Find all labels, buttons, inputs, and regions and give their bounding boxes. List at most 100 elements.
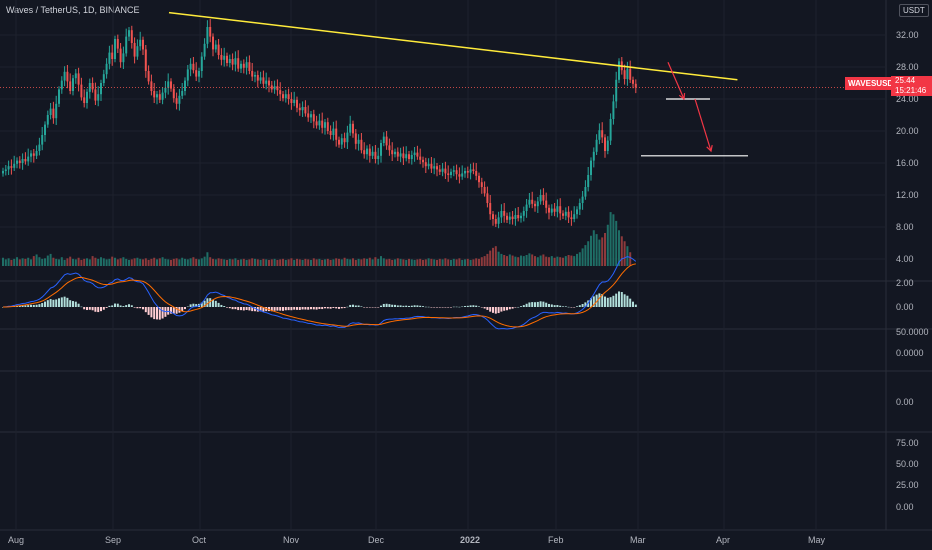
macd-histogram-bar: [32, 304, 35, 307]
candle: [161, 87, 164, 105]
volume-bar: [7, 258, 10, 266]
candle-body: [573, 214, 576, 219]
macd-histogram-bar: [52, 299, 55, 307]
candle-body: [494, 219, 497, 224]
price-tick-label: 12.00: [896, 190, 919, 200]
candle: [66, 65, 69, 89]
candle-body: [119, 48, 122, 63]
volume-bar: [287, 259, 290, 266]
volume-bar: [240, 259, 242, 266]
macd-histogram-bar: [433, 307, 436, 308]
candle: [318, 113, 321, 130]
volume-bar: [430, 258, 433, 266]
volume-bar: [265, 259, 268, 266]
candle-body: [634, 83, 637, 88]
candle: [464, 167, 466, 178]
candle: [315, 115, 318, 129]
macd-histogram-bar: [30, 304, 32, 307]
macd-histogram-bar: [517, 306, 520, 308]
candle-body: [4, 169, 7, 171]
candle-body: [363, 150, 366, 155]
candle: [500, 204, 503, 223]
candle-body: [559, 206, 562, 214]
volume-bar: [282, 258, 284, 266]
candle-body: [562, 213, 564, 216]
candle-body: [542, 195, 545, 201]
volume-bar: [32, 256, 35, 266]
candle: [212, 33, 214, 57]
candle-body: [424, 162, 427, 167]
volume-bar: [217, 258, 220, 266]
candle: [427, 158, 430, 170]
volume-bar: [581, 248, 584, 266]
macd-histogram-bar: [570, 307, 573, 308]
volume-bar: [94, 257, 97, 266]
candle: [2, 167, 4, 177]
candle-body: [245, 62, 248, 68]
candle-body: [576, 209, 578, 215]
volume-bar: [100, 257, 102, 266]
candle-body: [175, 98, 178, 104]
candle-body: [49, 108, 52, 115]
candle: [312, 109, 315, 129]
currency-unit-button[interactable]: USDT: [899, 4, 929, 17]
volume-bar: [447, 259, 450, 266]
volume-bar: [195, 258, 198, 266]
macd-histogram-bar: [324, 307, 326, 309]
volume-bar: [464, 259, 466, 266]
candle: [30, 150, 32, 163]
candle: [228, 54, 231, 68]
candle-body: [130, 30, 133, 43]
macd-histogram-bar: [483, 307, 486, 309]
candle-body: [217, 44, 220, 55]
macd-histogram-bar: [559, 305, 562, 307]
macd-histogram-bar: [430, 307, 433, 308]
candle-body: [276, 86, 279, 91]
macd-histogram-bar: [360, 306, 363, 307]
volume-bar: [618, 230, 620, 266]
candle-body: [366, 148, 368, 155]
volume-bar: [273, 258, 276, 266]
candle: [170, 78, 172, 92]
candle: [343, 132, 346, 148]
candle-body: [553, 208, 556, 212]
candle: [394, 148, 396, 158]
candle-body: [13, 163, 16, 168]
volume-bar: [116, 259, 119, 266]
macd-histogram-bar: [276, 307, 279, 311]
volume-bar: [497, 251, 500, 266]
candle-body: [256, 75, 259, 81]
macd-histogram-bar: [522, 305, 525, 307]
candle-body: [520, 215, 522, 219]
volume-bar: [324, 259, 326, 266]
macd-histogram-bar: [242, 307, 245, 311]
candle-body: [234, 58, 237, 65]
candle: [116, 34, 119, 53]
volume-bar: [284, 259, 287, 266]
macd-histogram-bar: [629, 298, 632, 307]
volume-bar: [492, 247, 494, 266]
candle-body: [133, 43, 136, 57]
candle-body: [570, 217, 573, 219]
macd-histogram-bar: [310, 307, 312, 310]
candle: [587, 167, 590, 192]
candle-body: [77, 73, 80, 85]
candle-body: [167, 81, 170, 88]
volume-bar: [525, 255, 528, 266]
candle: [46, 110, 49, 128]
macd-histogram-bar: [413, 305, 416, 307]
price-tick-label: 24.00: [896, 94, 919, 104]
candle-body: [58, 89, 60, 104]
candle-body: [609, 119, 612, 141]
candle: [74, 69, 77, 84]
candle-body: [329, 131, 332, 135]
candle-body: [422, 159, 424, 163]
candle-body: [405, 154, 408, 159]
price-tick-label: 32.00: [896, 30, 919, 40]
volume-bar: [360, 259, 363, 266]
candle: [122, 46, 125, 69]
macd-histogram-bar: [184, 307, 186, 310]
volume-bar: [133, 258, 136, 266]
volume-bar: [592, 230, 595, 266]
